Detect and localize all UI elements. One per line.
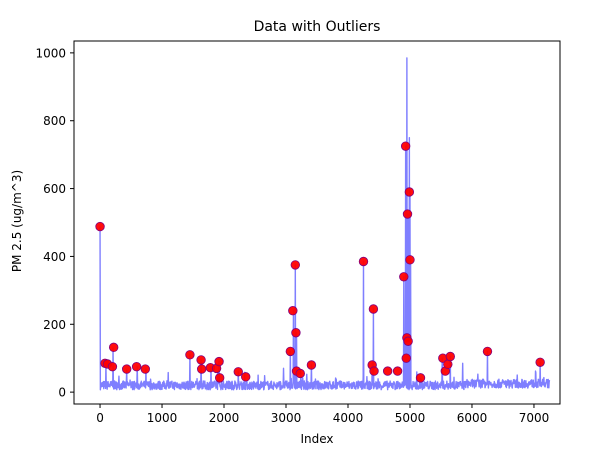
outlier-point	[291, 328, 301, 338]
outlier-point	[233, 367, 243, 377]
outlier-point	[400, 141, 411, 151]
y-tick-label: 1000	[35, 46, 66, 60]
outlier-point	[196, 355, 206, 365]
outlier-point	[121, 364, 132, 374]
outlier-point	[214, 356, 224, 367]
series-layer	[99, 57, 551, 391]
outlier-point	[405, 255, 415, 265]
outlier-point	[369, 366, 379, 376]
outlier-point	[107, 361, 118, 372]
outlier-point	[358, 256, 369, 267]
outlier-point	[108, 342, 119, 353]
outlier-point	[185, 350, 195, 360]
outlier-point	[131, 361, 142, 372]
outlier-point	[445, 351, 455, 362]
outlier-point	[401, 353, 411, 363]
outlier-point	[196, 364, 207, 374]
y-tick-label: 400	[43, 250, 66, 264]
outlier-point	[241, 372, 251, 382]
outlier-layer	[95, 141, 545, 383]
outlier-point	[306, 360, 317, 370]
outlier-point	[403, 336, 413, 346]
y-axis-label: PM 2.5 (ug/m^3)	[10, 170, 24, 272]
outlier-point	[482, 346, 493, 357]
x-tick-label: 5000	[395, 411, 426, 425]
x-tick-label: 6000	[457, 411, 488, 425]
outlier-point	[535, 357, 545, 367]
outlier-point	[140, 364, 150, 374]
y-tick-label: 200	[43, 318, 66, 332]
outlier-point	[288, 306, 298, 316]
outlier-point	[443, 359, 453, 370]
pm25-series-line	[99, 57, 551, 391]
x-tick-label: 1000	[147, 411, 178, 425]
outlier-point	[382, 366, 393, 376]
outlier-point	[95, 221, 105, 232]
chart-title: Data with Outliers	[254, 19, 381, 35]
x-tick-label: 2000	[209, 411, 240, 425]
outlier-point	[368, 304, 379, 314]
outlier-point	[404, 187, 415, 197]
outlier-point	[214, 373, 225, 383]
x-axis-label: Index	[300, 432, 333, 446]
outlier-point	[399, 272, 409, 282]
y-tick-label: 600	[43, 182, 66, 196]
axes-layer: 0 1000 2000 3000 4000 5000 6000 7000 0 200 400 600 8…	[35, 40, 561, 425]
outlier-point	[285, 346, 296, 357]
x-tick-label: 3000	[271, 411, 302, 425]
outlier-point	[415, 373, 426, 383]
x-tick-label: 7000	[519, 411, 550, 425]
outlier-point	[295, 368, 305, 379]
y-tick-label: 800	[43, 114, 66, 128]
x-tick-label: 4000	[333, 411, 364, 425]
outlier-point	[290, 260, 301, 270]
outlier-point	[402, 209, 413, 219]
outlier-point	[392, 366, 403, 376]
plot-frame	[73, 40, 561, 405]
x-tick-label: 0	[96, 411, 104, 425]
y-tick-label: 0	[58, 386, 66, 400]
